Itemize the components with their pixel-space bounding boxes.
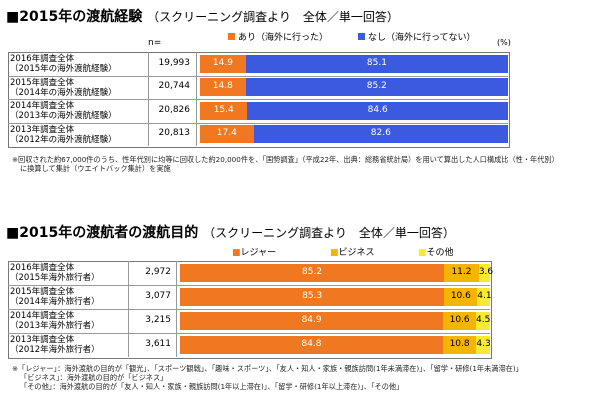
chart2-data-label-1: 11.2 [451,267,472,277]
chart2-row-divider [8,285,490,286]
chart1-bar-1 [245,54,508,73]
chart1-bar-1 [253,125,508,144]
chart1-data-label-1: 85.2 [366,81,387,92]
chart1-category-label: 2015年調査全体 （2014年の海外渡航経験） [10,77,117,98]
chart1-bar-1 [245,78,508,97]
chart2-bar-1 [443,312,477,330]
chart2-subtitle: （スクリーニング調査より 全体／単一回答） [203,226,455,240]
chart2-frame [8,261,492,359]
chart2-note-line-2: 「その他」：海外渡航の目的が「友人・知人・家族・親族訪問(1年以上滞在)」、「留… [20,382,404,391]
chart1-n-value: 20,813 [158,128,191,139]
chart1-title: ■2015年の渡航経験 （スクリーニング調査より 全体／単一回答） [6,9,399,25]
chart1-n-value: 20,744 [158,81,191,92]
chart1-category-label: 2013年調査全体 （2012年の海外渡航経験） [10,124,117,145]
chart1-unit: (%) [497,38,511,47]
chart2-data-label-2: 4.3 [476,339,491,349]
chart2-data-label-0: 85.3 [302,291,323,301]
chart2-data-label-1: 10.6 [450,291,471,301]
chart1-data-label-0: 17.4 [216,128,237,139]
chart2-data-label-1: 10.8 [449,339,470,349]
chart1-bar-0 [200,78,246,97]
chart2-data-label-2: 3.6 [478,267,494,277]
chart2-legend-label-0: ■レジャー [232,248,277,258]
chart2-bar-2 [477,288,490,306]
chart1-bar-1 [247,101,508,120]
chart2-n-value: 3,215 [145,315,171,325]
chart2-data-label-0: 84.9 [301,315,322,325]
chart2-note-line-0: ※「レジャー」：海外渡航の目的が「観光」、「スポーツ観戦」、「趣味・スポーツ」、… [12,364,523,373]
chart1-legend-swatch-1 [358,33,365,40]
chart2-bar-0 [180,264,445,282]
chart2-legend-item-2: ■その他 [418,245,454,258]
chart2-bar-1 [444,264,479,282]
chart2-note-line-1: 「ビジネス」：海外渡航の目的が「ビジネス」 [20,373,168,382]
chart2-bar-0 [180,312,444,330]
chart1-data-label-0: 14.8 [212,81,233,92]
chart2-bar-2 [476,336,490,354]
chart2-data-label-0: 84.8 [301,339,322,349]
chart1-row-divider [8,99,508,100]
chart2-category-label: 2015年調査全体 （2014年海外旅行者） [10,287,100,307]
chart2-category-label: 2013年調査全体 （2012年海外旅行者） [10,335,100,355]
chart2-row-divider [8,309,490,310]
chart1-n-header: n= [148,38,162,48]
chart1-subtitle: （スクリーニング調査より 全体／単一回答） [147,10,399,24]
chart2-data-label-1: 10.6 [449,315,470,325]
chart2-legend-item-1: ■ビジネス [330,245,375,258]
chart1-frame [8,52,510,148]
chart1-data-label-0: 14.9 [212,57,233,68]
chart2-bar-0 [180,336,443,354]
chart2-n-value: 3,077 [145,291,171,301]
chart1-category-label: 2016年調査全体 （2015年の海外渡航経験） [10,54,117,74]
chart1-legend-label-0: あり（海外に行った） [238,33,329,43]
chart2-row-divider [8,333,490,334]
chart2-n-value: 3,611 [145,339,171,349]
chart1-note-line-1: に換算して集計（ウエイトバック集計）を実施 [20,164,171,173]
chart2-data-label-2: 4.5 [476,315,491,325]
chart1-n-value: 20,826 [158,104,191,115]
chart2-category-label: 2016年調査全体 （2015年海外旅行者） [10,263,100,283]
chart1-data-label-1: 84.6 [367,104,388,115]
chart1-note: ※回収された約67,000件のうち、性年代別に均等に回収した約20,000件を、… [12,155,559,173]
chart1-category-label: 2014年調査全体 （2013年の海外渡航経験） [10,101,117,121]
chart2-legend-item-0: ■レジャー [232,245,276,258]
chart2-data-label-2: 4.1 [477,291,492,301]
chart1-legend-item-1: なし（海外に行ってない） [358,30,476,43]
chart2-legend-label-1: ■ビジネス [330,248,375,258]
chart1-bar-0 [200,54,246,73]
chart2-bar-2 [478,264,490,282]
chart1-bar-0 [200,125,254,144]
chart2-n-value: 2,972 [145,267,171,277]
chart1-data-label-1: 82.6 [370,128,391,139]
chart1-n-value: 19,993 [158,57,191,68]
chart1-data-label-0: 15.4 [213,104,234,115]
chart2-bar-2 [476,312,490,330]
chart1-row-divider [8,122,508,124]
chart2-bar-0 [180,288,445,306]
chart2-title: ■2015年の渡航者の渡航目的 （スクリーニング調査より 全体／単一回答） [6,225,455,241]
chart2-bar-1 [442,336,477,354]
chart1-legend-label-1: なし（海外に行ってない） [368,33,476,43]
chart2-legend-label-2: ■その他 [418,248,454,258]
chart1-bar-0 [200,101,248,120]
chart1-legend-item-0: あり（海外に行った） [228,30,328,43]
chart1-row-divider [8,75,508,77]
chart2-category-label: 2014年調査全体 （2013年海外旅行者） [10,311,100,331]
chart1-legend-swatch-0 [228,33,235,40]
chart1-data-label-1: 85.1 [366,57,387,68]
chart2-bar-1 [444,288,478,306]
chart2-note: ※「レジャー」：海外渡航の目的が「観光」、「スポーツ観戦」、「趣味・スポーツ」、… [12,364,523,391]
chart1-note-line-0: ※回収された約67,000件のうち、性年代別に均等に回収した約20,000件を、… [12,155,559,164]
chart2-data-label-0: 85.2 [302,267,323,277]
